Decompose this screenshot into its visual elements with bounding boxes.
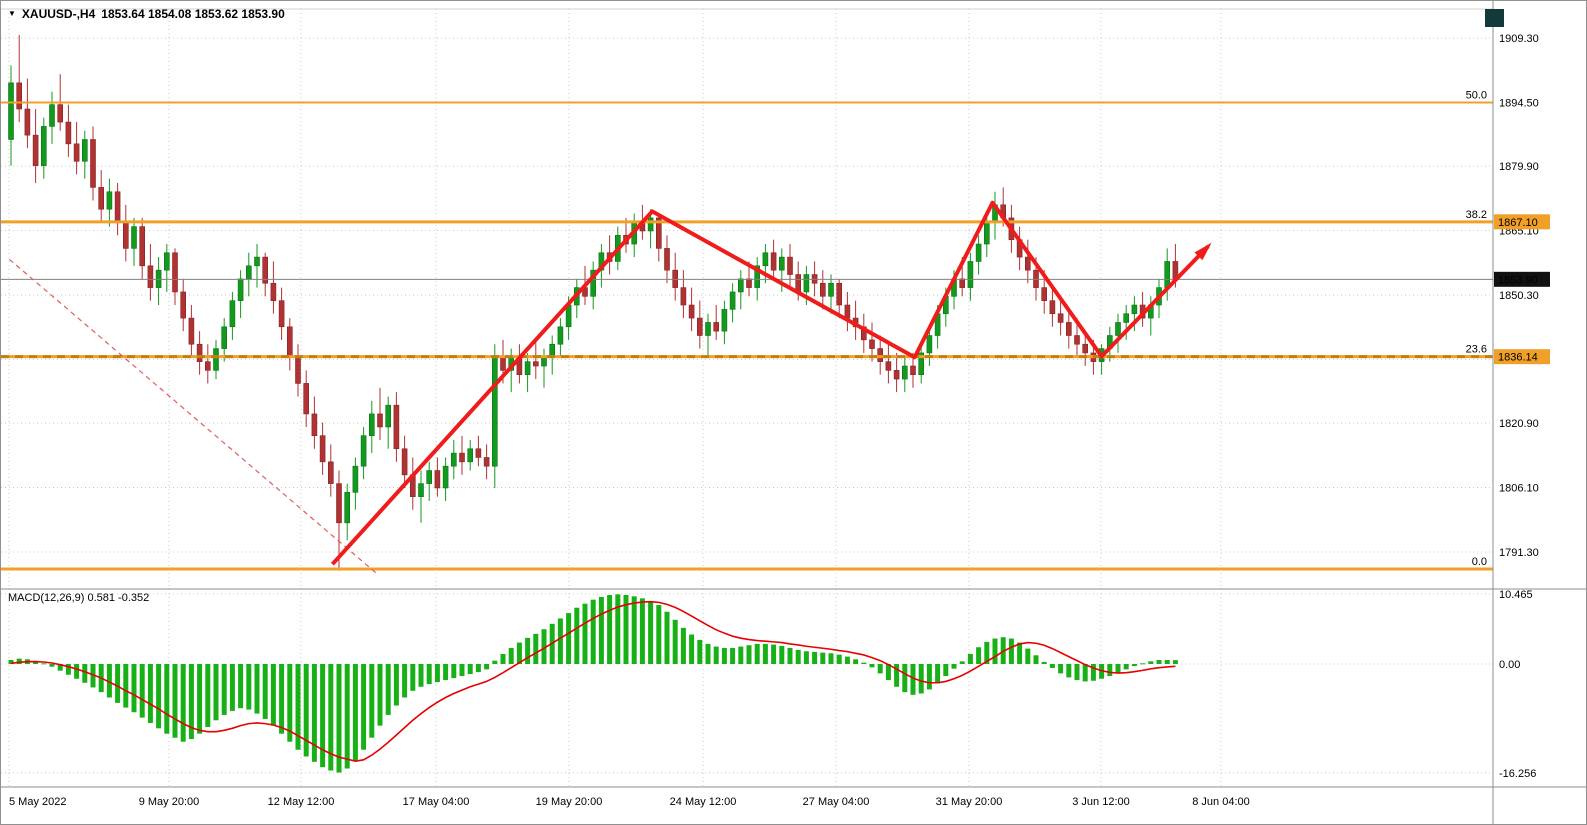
current-price-badge: [1494, 271, 1550, 287]
time-axis-label: 5 May 2022: [9, 796, 66, 808]
time-axis-label: 27 May 04:00: [803, 796, 870, 808]
price-axis-label: 1820.90: [1499, 418, 1539, 430]
fib-level-label: 50.0: [1466, 89, 1487, 101]
corner-widget: [1485, 9, 1504, 27]
arrowhead: [1194, 242, 1212, 261]
price-axis-label: 1879.90: [1499, 161, 1539, 173]
macd-axis-label: -16.256: [1499, 768, 1536, 780]
price-axis-label: 1894.50: [1499, 97, 1539, 109]
macd-signal-line: [10, 600, 1176, 762]
time-axis-label: 17 May 04:00: [403, 796, 470, 808]
fib-level-label: 38.2: [1466, 209, 1487, 221]
price-axis-label: 1909.30: [1499, 33, 1539, 45]
svg-text:1853.90: 1853.90: [1498, 274, 1538, 286]
fib-price-badge: [1494, 214, 1550, 230]
svg-text:1836.14: 1836.14: [1498, 352, 1538, 364]
macd-histogram: [8, 594, 1178, 773]
price-axis-label: 1806.10: [1499, 483, 1539, 495]
symbol-title: XAUUSD-,H4: [21, 7, 96, 21]
price-axis-label: 1791.30: [1499, 547, 1539, 559]
time-axis[interactable]: 5 May 2022 9 May 20:00 12 May 12:00 17 May …: [9, 796, 1250, 808]
svg-text:1867.10: 1867.10: [1498, 217, 1538, 229]
descending-trendline: [8, 258, 377, 574]
indicator-label: MACD(12,26,9) 0.581 -0.352: [8, 592, 150, 604]
fib-level-label: 0.0: [1472, 556, 1487, 568]
time-axis-label: 8 Jun 04:00: [1192, 796, 1250, 808]
time-axis-label: 3 Jun 12:00: [1072, 796, 1130, 808]
ohlc-readout: 1853.64 1854.08 1853.62 1853.90: [101, 7, 285, 21]
fib-level-label: 23.6: [1466, 344, 1487, 356]
symbol-header: ▼ XAUUSD-,H4 1853.64 1854.08 1853.62 185…: [8, 7, 285, 21]
fib-retracement-layer: 50.0 38.2 23.6 0.0: [1, 89, 1493, 571]
time-axis-label: 19 May 20:00: [536, 796, 603, 808]
time-axis-label: 12 May 12:00: [268, 796, 335, 808]
chart-menu-icon[interactable]: ▼: [8, 9, 16, 18]
macd-axis-label: 0.00: [1499, 659, 1520, 671]
time-axis-label: 31 May 20:00: [936, 796, 1003, 808]
fib-price-badge: [1494, 349, 1550, 365]
price-axis[interactable]: 1909.301894.501879.901865.101850.301820.…: [1499, 33, 1539, 780]
time-axis-label: 9 May 20:00: [139, 796, 200, 808]
candles-layer: [8, 34, 1179, 571]
time-axis-label: 24 May 12:00: [670, 796, 737, 808]
price-badges: 1867.10 1853.90 1836.14: [1494, 214, 1550, 365]
trend-arrows: [330, 200, 1212, 566]
price-axis-label: 1850.30: [1499, 290, 1539, 302]
macd-axis-label: 10.465: [1499, 589, 1533, 601]
